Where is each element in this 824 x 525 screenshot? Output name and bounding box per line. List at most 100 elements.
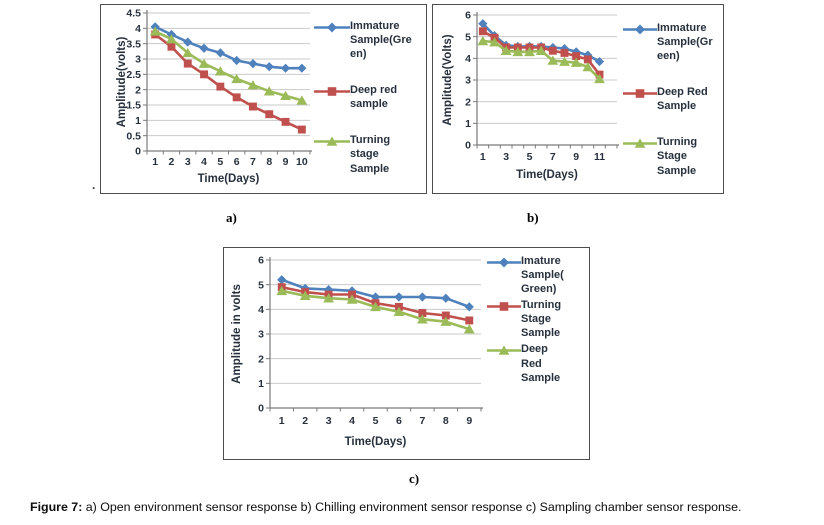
data-point-triangle-marker — [440, 316, 452, 326]
data-point-square-marker — [200, 70, 209, 79]
x-tick-label: 8 — [443, 415, 449, 427]
data-point-square-marker — [572, 52, 581, 61]
legend-square-icon — [487, 302, 521, 312]
legend-square-icon — [623, 89, 657, 99]
legend-diamond-icon — [623, 24, 657, 35]
data-point-square-marker — [167, 42, 176, 51]
data-point-triangle-marker — [280, 90, 291, 101]
x-tick-label: 1 — [480, 151, 486, 163]
x-axis-title: Time(Days) — [516, 169, 578, 181]
y-tick-label: 4 — [465, 53, 471, 65]
x-tick-label: 4 — [349, 415, 355, 427]
y-tick-label: 0.5 — [126, 130, 141, 142]
data-point-triangle-marker — [535, 45, 547, 55]
chart-a-legend: Immature Sample(Gre en) Deep red sample Tu… — [314, 5, 426, 193]
legend-triangle-icon — [314, 136, 350, 147]
legend-label: Deep Red Sample — [657, 86, 708, 113]
legend-label: Deep Red Sample — [521, 343, 561, 384]
y-tick-label: 4 — [258, 304, 264, 316]
y-tick-label: 3.5 — [126, 38, 141, 50]
y-tick-label: 2 — [258, 353, 264, 365]
data-point-triangle-marker — [276, 285, 288, 296]
legend-item: Turning Stage Sample — [623, 135, 723, 177]
data-point-triangle-marker — [559, 56, 570, 66]
y-tick-label: 6 — [258, 255, 264, 267]
data-point-triangle-marker — [182, 47, 194, 58]
x-tick-label: 3 — [503, 151, 509, 163]
chart-label-c: c) — [409, 471, 420, 486]
legend-square-icon — [314, 87, 350, 97]
x-tick-label: 5 — [373, 415, 379, 427]
y-tick-label: 0 — [465, 140, 471, 152]
data-point-triangle-marker — [166, 34, 177, 44]
legend-item: Immature Sample(Gre en) — [314, 19, 426, 61]
y-tick-label: 5 — [258, 279, 264, 291]
data-point-triangle-marker — [149, 26, 161, 36]
legend-label: Turning Stage Sample — [657, 136, 698, 177]
stray-period: . — [92, 178, 96, 192]
data-point-triangle-marker — [198, 58, 210, 68]
x-tick-label: 3 — [185, 156, 191, 168]
legend-marker — [635, 24, 645, 35]
data-point-triangle-marker — [247, 80, 259, 90]
x-tick-label: 2 — [169, 156, 175, 168]
chart-panel-c: 0 1 2 3 4 5 6 1 2 3 4 5 6 7 8 9 Time(Days) Amplitude in v… — [223, 247, 590, 460]
y-tick-label: 0 — [258, 403, 264, 415]
x-tick-label: 10 — [296, 156, 308, 168]
data-point-square-marker — [297, 125, 306, 134]
data-point-triangle-marker — [323, 293, 335, 303]
x-tick-label: 2 — [302, 415, 308, 427]
y-tick-label: 1 — [465, 118, 471, 130]
legend-label: Turning stage Sample — [350, 134, 391, 175]
y-tick-label: 1 — [135, 115, 141, 127]
legend-label: Turning Stage Sample — [521, 299, 562, 340]
data-point-diamond-marker — [464, 302, 474, 312]
data-point-square-marker — [478, 27, 487, 36]
y-tick-label: 3 — [135, 54, 141, 66]
y-axis-title: Amplitude(Volts) — [442, 34, 454, 125]
x-tick-label: 9 — [283, 156, 289, 168]
x-tick-label: 4 — [201, 156, 207, 168]
data-point-square-marker — [216, 82, 225, 91]
legend-diamond-icon — [487, 257, 521, 268]
x-tick-label: 1 — [152, 156, 158, 168]
data-point-diamond-marker — [248, 59, 258, 69]
chart-b-plot-area: 0 1 2 3 4 5 6 1 3 5 7 9 11 Time(Days) Amplitude(Volts) — [433, 5, 623, 193]
y-tick-label: 1.5 — [126, 100, 141, 112]
data-point-triangle-marker — [489, 37, 500, 47]
chart-panel-b: 0 1 2 3 4 5 6 1 3 5 7 9 11 Time(Days) Amplitude(Volts)… — [432, 4, 724, 194]
y-tick-label: 2 — [135, 84, 141, 96]
legend-marker — [499, 302, 509, 312]
y-tick-label: 4 — [135, 23, 141, 35]
x-tick-label: 7 — [419, 415, 425, 427]
data-point-triangle-marker — [370, 301, 381, 312]
data-point-triangle-marker — [570, 57, 582, 67]
data-point-triangle-marker — [231, 73, 243, 84]
legend-triangle-icon — [623, 138, 657, 149]
x-tick-label: 6 — [234, 156, 240, 168]
data-point-diamond-marker — [280, 63, 291, 73]
legend-label: Deep red sample — [350, 84, 398, 111]
data-point-square-marker — [232, 93, 241, 102]
y-tick-label: 5 — [465, 31, 471, 43]
x-tick-label: 1 — [279, 415, 285, 427]
data-point-triangle-marker — [547, 55, 559, 65]
data-point-square-marker — [418, 309, 427, 317]
chart-panel-a: 0 0.5 1 1.5 2 2.5 3 3.5 4 4.5 1 2 3 4 5 6 7 8 9 10 Time(Days… — [100, 4, 427, 194]
legend-label: Immature Sample(Gre en) — [350, 20, 412, 61]
data-point-diamond-marker — [199, 43, 209, 53]
data-point-triangle-marker — [463, 324, 475, 334]
data-point-diamond-marker — [264, 62, 274, 72]
data-point-triangle-marker — [512, 46, 524, 57]
data-point-diamond-marker — [441, 293, 451, 303]
x-axis-title: Time(Days) — [345, 436, 407, 448]
data-point-square-marker — [248, 102, 257, 111]
legend-triangle-icon — [487, 345, 521, 356]
legend-item: Imature Sample( Green) — [487, 254, 589, 296]
data-point-triangle-marker — [296, 95, 308, 105]
legend-marker — [634, 138, 646, 149]
legend-label: Imature Sample( Green) — [521, 255, 564, 296]
legend-item: Immature Sample(Gr een) — [623, 21, 723, 63]
data-point-diamond-marker — [594, 56, 605, 67]
